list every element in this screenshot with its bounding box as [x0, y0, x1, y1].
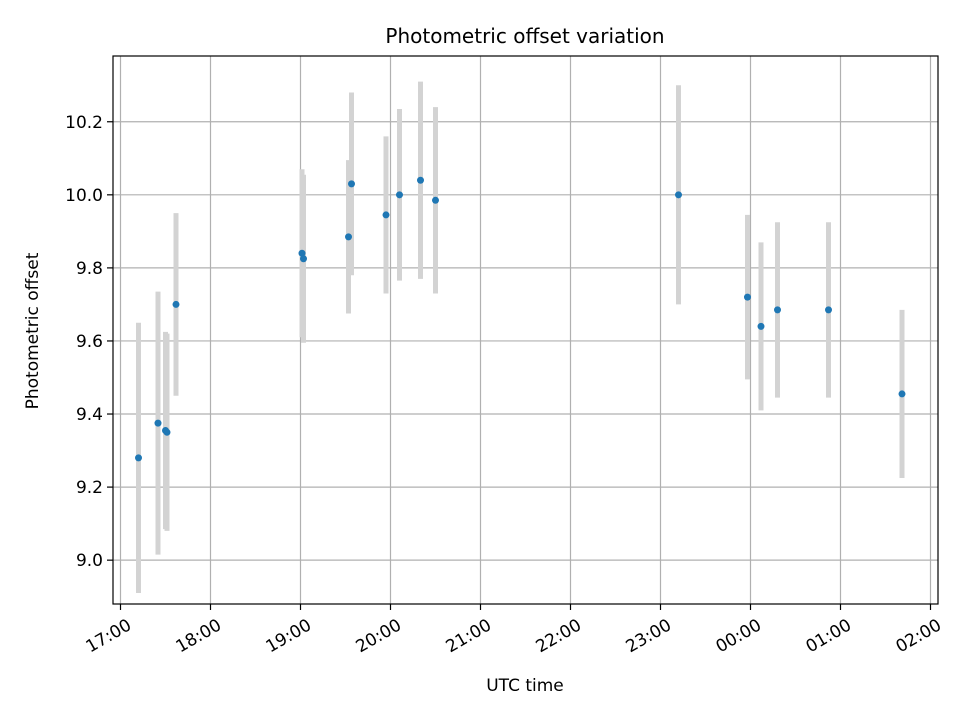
data-point	[135, 454, 142, 462]
data-points	[135, 176, 906, 462]
data-point	[898, 390, 906, 398]
y-tick-label: 9.8	[76, 259, 103, 279]
data-point	[172, 300, 180, 308]
chart-title: Photometric offset variation	[385, 24, 664, 48]
data-point	[432, 196, 439, 204]
plot-frame	[112, 55, 939, 605]
y-tick-label: 9.0	[76, 551, 103, 571]
data-point	[348, 180, 355, 188]
data-point	[744, 293, 751, 301]
data-point	[396, 191, 403, 199]
y-axis-label: Photometric offset	[23, 252, 43, 409]
data-point	[417, 176, 424, 184]
data-point	[382, 211, 390, 219]
data-point	[300, 255, 307, 263]
x-axis-label: UTC time	[486, 676, 564, 696]
grid	[113, 56, 938, 604]
data-point	[825, 306, 832, 314]
data-point	[298, 249, 306, 257]
y-tick-label: 9.2	[76, 478, 103, 498]
data-point	[757, 322, 765, 330]
y-tick-label: 10.2	[65, 113, 103, 133]
data-point	[774, 306, 781, 314]
y-tick-label: 9.4	[76, 405, 103, 425]
y-tick-label: 9.6	[76, 332, 103, 352]
data-point	[345, 233, 352, 241]
data-point	[154, 419, 162, 427]
y-tick-label: 10.0	[65, 186, 103, 206]
data-point	[675, 191, 682, 199]
data-point	[163, 428, 171, 436]
